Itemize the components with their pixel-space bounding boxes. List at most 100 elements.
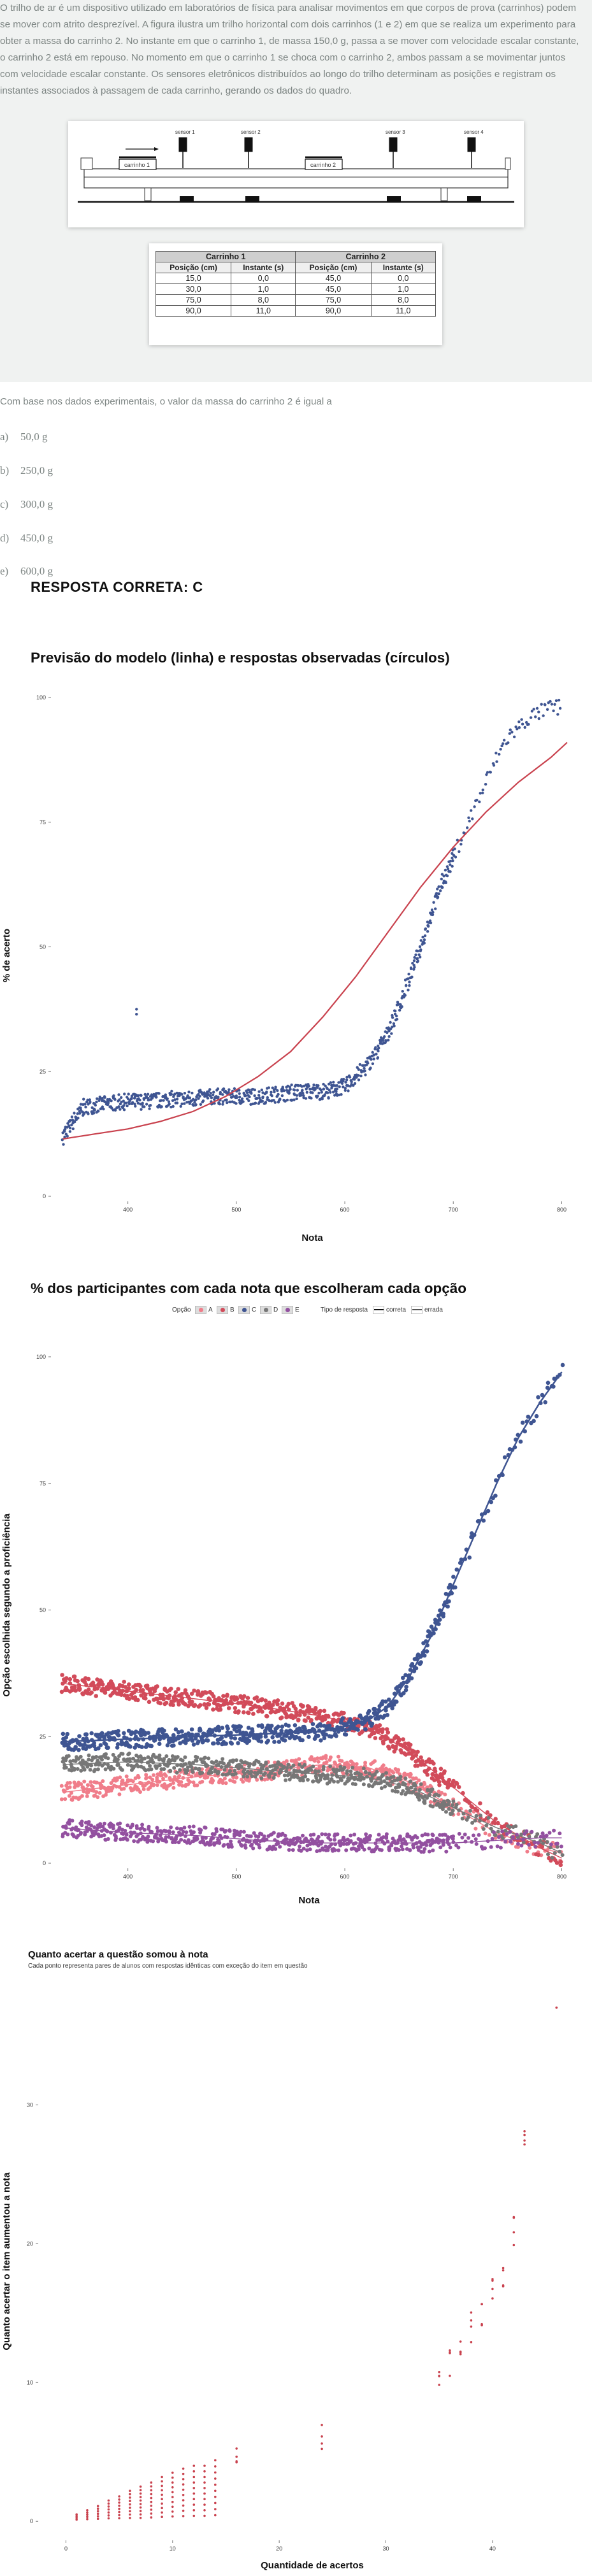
data-point — [190, 1699, 194, 1704]
data-point — [61, 1834, 65, 1838]
data-point — [396, 1003, 400, 1006]
data-point — [193, 1736, 198, 1741]
data-point — [179, 1105, 182, 1108]
data-point — [321, 1846, 325, 1850]
data-point — [380, 1767, 385, 1771]
data-point — [122, 1099, 125, 1103]
x-tick-label: 800 — [557, 1206, 567, 1213]
data-point — [145, 1684, 150, 1688]
alternative-letter: d) — [0, 532, 10, 544]
legend-swatch-e — [282, 1306, 293, 1314]
data-point — [294, 1712, 299, 1717]
alternative-e[interactable]: e) 600,0 g — [0, 565, 53, 578]
data-point — [233, 1724, 238, 1729]
data-point — [545, 1385, 550, 1390]
data-point — [248, 1095, 251, 1099]
data-point — [97, 1791, 102, 1795]
table-cell: 1,0 — [370, 283, 437, 295]
data-point — [352, 1084, 355, 1087]
alternative-b[interactable]: b) 250,0 g — [0, 464, 53, 477]
data-point — [86, 2511, 89, 2514]
data-point — [486, 1815, 491, 1820]
data-point — [395, 1014, 398, 1018]
data-point — [356, 1728, 360, 1732]
data-point — [120, 1096, 123, 1099]
data-point — [161, 1697, 166, 1701]
data-point — [96, 1758, 100, 1763]
data-point — [192, 2498, 196, 2501]
data-point — [264, 1101, 268, 1104]
data-point — [160, 1105, 163, 1108]
data-point — [347, 1084, 350, 1087]
data-point — [192, 1688, 196, 1693]
data-point — [73, 1112, 76, 1115]
table-header: Instante (s) — [370, 262, 437, 273]
data-point — [326, 1776, 330, 1780]
data-point — [138, 1684, 143, 1689]
data-point — [333, 1761, 338, 1766]
data-point — [493, 1817, 498, 1821]
data-point — [118, 1098, 121, 1101]
gain-points — [75, 2130, 526, 2521]
option-points-d — [61, 1751, 565, 1860]
data-point — [438, 2371, 440, 2373]
alternative-a[interactable]: a) 50,0 g — [0, 431, 48, 443]
data-point — [377, 1833, 381, 1837]
data-point — [486, 1819, 491, 1824]
data-point — [260, 1088, 263, 1092]
data-point — [342, 1078, 345, 1081]
data-point — [389, 1843, 394, 1848]
data-point — [164, 1093, 167, 1096]
data-point — [245, 1097, 249, 1101]
data-point — [175, 1098, 179, 1101]
data-point — [143, 1767, 147, 1771]
data-point — [400, 1005, 403, 1008]
data-point — [412, 1749, 417, 1754]
data-point — [456, 1785, 461, 1789]
data-point — [143, 1105, 146, 1108]
data-point — [323, 1832, 328, 1836]
data-point — [414, 1776, 418, 1780]
data-point — [321, 2435, 323, 2438]
data-point — [242, 1694, 247, 1699]
data-point — [501, 1836, 505, 1840]
data-point — [384, 1835, 389, 1839]
data-point — [298, 1844, 302, 1849]
data-point — [277, 1099, 281, 1102]
data-point — [191, 1780, 196, 1785]
data-point — [253, 1094, 256, 1098]
data-point — [407, 1746, 412, 1751]
alternative-d[interactable]: d) 450,0 g — [0, 532, 53, 545]
table-header: Instante (s) — [231, 262, 296, 273]
data-point — [555, 1845, 560, 1849]
data-point — [284, 1099, 287, 1103]
data-point — [103, 1100, 106, 1103]
data-point — [182, 1095, 185, 1099]
data-point — [192, 2465, 196, 2467]
data-point — [495, 760, 498, 763]
data-point — [148, 1692, 153, 1697]
data-point — [361, 1782, 366, 1787]
data-point — [473, 1819, 477, 1823]
data-point — [212, 1843, 217, 1847]
data-point — [168, 1782, 173, 1787]
data-point — [144, 1773, 148, 1777]
data-point — [189, 1764, 194, 1769]
data-point — [103, 1838, 108, 1842]
data-point — [540, 703, 543, 706]
y-tick-label: 10 — [27, 2379, 33, 2386]
alternative-c[interactable]: c) 300,0 g — [0, 498, 53, 511]
data-point — [502, 1455, 507, 1460]
data-point — [171, 1830, 175, 1835]
table-cell: 45,0 — [295, 273, 372, 284]
data-point — [308, 1087, 312, 1091]
data-point — [342, 1085, 345, 1089]
data-point — [171, 2510, 174, 2513]
data-point — [275, 1095, 278, 1098]
data-point — [437, 885, 440, 889]
chart1-title: Previsão do modelo (linha) e respostas o… — [31, 650, 450, 666]
data-point — [436, 887, 439, 891]
data-point — [214, 1827, 219, 1831]
outlier-point — [135, 1013, 138, 1016]
data-point — [391, 1744, 395, 1749]
